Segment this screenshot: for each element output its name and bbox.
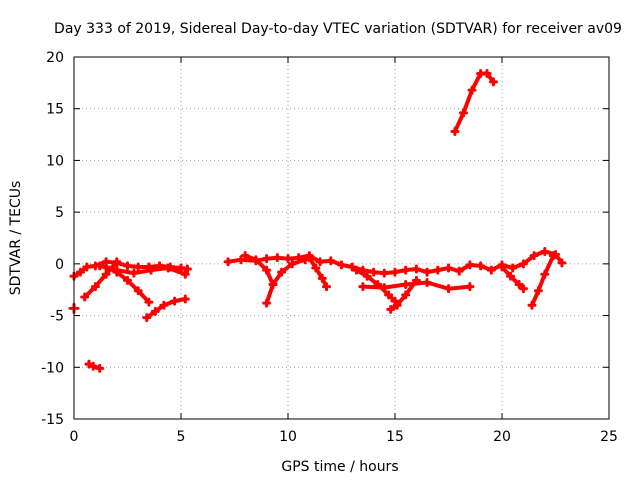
- series-layer: [68, 69, 567, 373]
- x-tick-label: 0: [70, 429, 79, 445]
- series-dip-b1: [243, 253, 275, 287]
- chart-title: Day 333 of 2019, Sidereal Day-to-day VTE…: [54, 21, 622, 37]
- y-tick-label: -5: [50, 309, 64, 325]
- x-tick-label: 10: [279, 429, 297, 445]
- y-axis-label: SDTVAR / TECUs: [8, 181, 24, 296]
- x-tick-label: 20: [493, 429, 511, 445]
- series-high-b: [452, 71, 496, 134]
- grid-layer: [74, 57, 609, 419]
- series-dip-b7: [530, 253, 556, 308]
- tick-layer: 0 5 10 15 20 25 -15 -10 -5 0 5 10 15 20: [41, 50, 618, 445]
- y-tick-label: 0: [55, 257, 64, 273]
- y-tick-label: 10: [46, 153, 64, 169]
- y-tick-label: -10: [41, 360, 64, 376]
- y-tick-label: 5: [55, 205, 64, 221]
- x-tick-label: 25: [600, 429, 618, 445]
- x-tick-label: 5: [177, 429, 186, 445]
- series-dip-b3: [307, 255, 329, 289]
- y-tick-label: 20: [46, 50, 64, 66]
- x-axis-label: GPS time / hours: [281, 459, 398, 475]
- x-tick-label: 15: [386, 429, 404, 445]
- plot-frame: [73, 56, 610, 420]
- series-dip-b6: [500, 265, 526, 291]
- series-dip-b5: [388, 278, 419, 312]
- y-tick-label: -15: [41, 412, 64, 428]
- y-tick-label: 15: [46, 102, 64, 118]
